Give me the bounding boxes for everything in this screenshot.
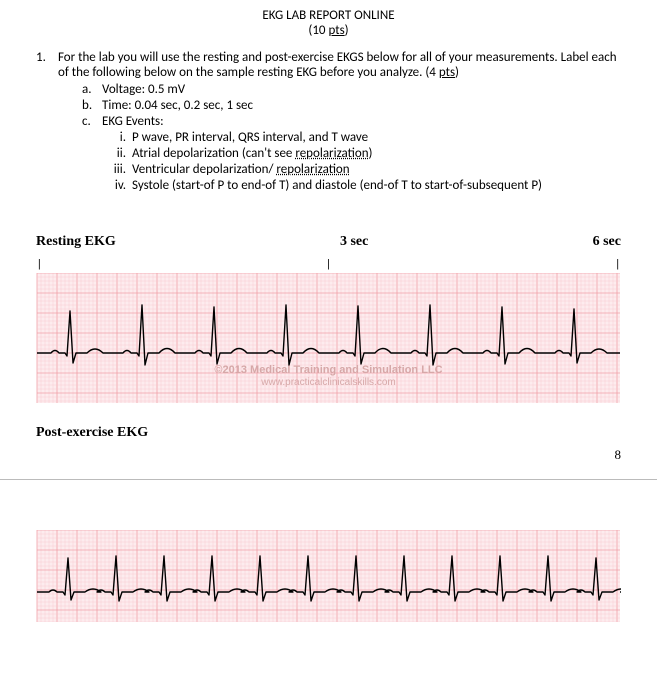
q1-text-c: ) <box>455 65 459 80</box>
question-1: 1. For the lab you will use the resting … <box>36 50 621 194</box>
q1i-text: P wave, PR interval, QRS interval, and T… <box>132 130 368 145</box>
q1i-lbl: i. <box>110 130 132 145</box>
q1a-lbl: a. <box>82 82 102 97</box>
q1b-lbl: b. <box>82 98 102 113</box>
q1iv-lbl: iv. <box>110 178 132 193</box>
ekg1-ticks: | | | <box>36 256 621 271</box>
points-close: ) <box>345 23 349 38</box>
q1iii-lbl: iii. <box>110 162 132 177</box>
ekg1-label-mid: 3 sec <box>340 234 368 250</box>
q1iii-b: repolarization <box>276 162 349 177</box>
q1-text-b: pts <box>439 65 455 80</box>
page-number: 8 <box>36 447 621 463</box>
doc-points: (10 pts) <box>36 23 621 38</box>
q1iii-a: Ventricular depolarization/ <box>132 162 276 177</box>
svg-text:www.practicalclinicalskills.co: www.practicalclinicalskills.com <box>260 377 395 388</box>
header: EKG LAB REPORT ONLINE (10 pts) <box>36 8 621 38</box>
q1iii-text: Ventricular depolarization/ repolarizati… <box>132 162 350 177</box>
q1-number: 1. <box>36 50 58 194</box>
q1ii-b: repolarization <box>295 146 368 161</box>
points-underline: pts <box>328 23 344 38</box>
page-separator <box>0 479 657 480</box>
ekg2-label: Post-exercise EKG <box>36 425 621 441</box>
q1ii-a: Atrial depolarization (can't see <box>132 146 295 161</box>
q1ii-text: Atrial depolarization (can't see repolar… <box>132 146 372 161</box>
q1b-text: Time: 0.04 sec, 0.2 sec, 1 sec <box>102 98 253 113</box>
q1-text-a: For the lab you will use the resting and… <box>58 50 617 80</box>
q1c-text: EKG Events: <box>102 114 164 129</box>
q1c-lbl: c. <box>82 114 102 129</box>
ekg1-label-left: Resting EKG <box>36 234 116 250</box>
q1-body: For the lab you will use the resting and… <box>58 50 621 194</box>
points-open: (10 <box>308 23 328 38</box>
tick-3: | <box>616 256 619 271</box>
ekg1-labels: Resting EKG 3 sec 6 sec <box>36 234 621 250</box>
q1ii-lbl: ii. <box>110 146 132 161</box>
q1iv-text: Systole (start-of P to end-of T) and dia… <box>132 178 542 193</box>
ekg1-label-right: 6 sec <box>593 234 621 250</box>
ekg1-chart: ©2013 Medical Training and Simulation LL… <box>36 273 621 403</box>
q1a-text: Voltage: 0.5 mV <box>102 82 185 97</box>
svg-text:©2013 Medical Training and Sim: ©2013 Medical Training and Simulation LL… <box>214 364 442 376</box>
tick-2: | <box>327 256 330 271</box>
q1ii-c: ) <box>369 146 373 161</box>
q1-sublist: a.Voltage: 0.5 mV b.Time: 0.04 sec, 0.2 … <box>82 82 621 193</box>
ekg2-chart <box>36 530 621 622</box>
tick-1: | <box>38 256 41 271</box>
doc-title: EKG LAB REPORT ONLINE <box>36 8 621 23</box>
q1-subsub: i.P wave, PR interval, QRS interval, and… <box>110 130 621 193</box>
